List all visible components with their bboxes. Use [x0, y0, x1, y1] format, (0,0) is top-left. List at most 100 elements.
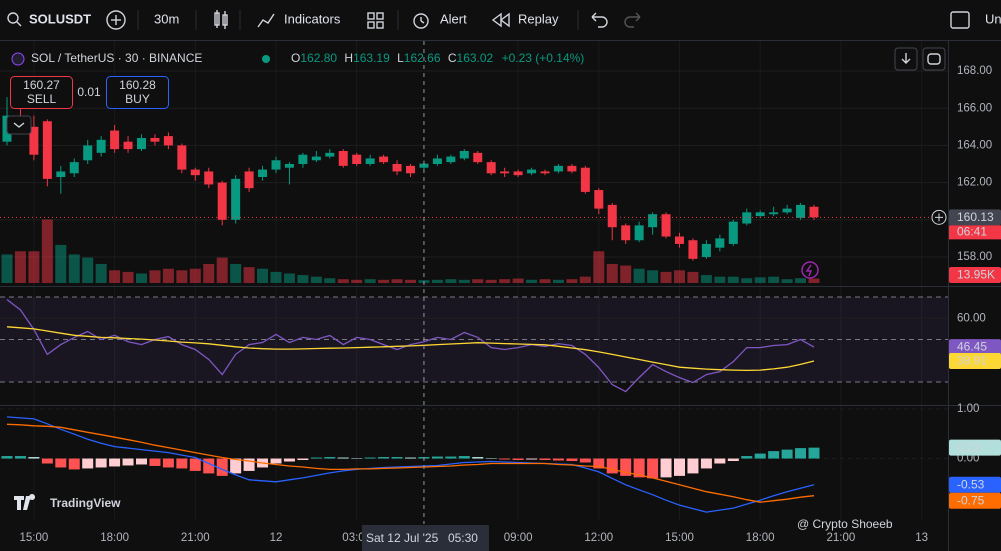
sell-button[interactable]: 160.27 SELL [10, 76, 73, 109]
histogram-bar [149, 458, 161, 466]
histogram-bar [700, 458, 712, 469]
symbol-search[interactable]: SOLUSDT [7, 11, 91, 27]
indicators-button[interactable]: Indicators [257, 11, 341, 28]
histogram-bar [270, 458, 282, 464]
candle-body [325, 152, 335, 157]
histogram-bar [445, 456, 457, 459]
volume-bar [526, 279, 538, 283]
histogram-bar [741, 456, 753, 459]
y-tick-label: 1.00 [957, 403, 979, 415]
volume-bar [431, 279, 443, 283]
histogram-bar [324, 457, 336, 459]
toolbar-cut-label[interactable]: Un [985, 11, 1001, 26]
volume-bar [216, 257, 228, 283]
histogram-bar [1, 456, 13, 459]
volume-bar [391, 279, 403, 283]
collapse-button[interactable] [6, 115, 32, 135]
volume-bar [405, 279, 416, 283]
volume-bar [283, 273, 295, 283]
candle-body [123, 141, 133, 150]
legend-change: +0.23 (+0.14%) [502, 51, 585, 65]
layout-button[interactable] [950, 11, 970, 29]
candle-body [56, 171, 66, 178]
histogram-bar [512, 458, 524, 461]
volume-bar [310, 276, 322, 283]
replay-button[interactable]: Replay [491, 11, 559, 28]
legend-h-value: 163.19 [353, 51, 390, 65]
legend-title: SOL / TetherUS · 30 · BINANCE [31, 51, 202, 65]
alert-label[interactable]: Alert [440, 11, 467, 26]
volume-bar [189, 268, 201, 283]
symbol[interactable]: SOLUSDT [29, 11, 91, 26]
histogram-bar [781, 449, 793, 459]
indicator-value-label-box [949, 352, 1001, 369]
legend-l: L [397, 51, 404, 65]
candle-body [69, 162, 79, 174]
candle-body [163, 136, 173, 146]
candle-body [540, 171, 550, 174]
buy-price[interactable]: 160.28 [119, 78, 156, 92]
chart-type-button[interactable] [214, 10, 228, 29]
y-tick-label: 164.00 [957, 139, 992, 151]
histogram-bar [808, 447, 820, 459]
volume-bar [378, 279, 390, 283]
sell-label[interactable]: SELL [27, 92, 57, 106]
candle-body [500, 171, 510, 174]
legend-o-value: 162.80 [300, 51, 337, 65]
watermark-text: TradingView [50, 496, 121, 510]
histogram-bar [162, 458, 174, 468]
histogram-bar [14, 456, 26, 459]
volume-bar [700, 275, 712, 283]
undo-button[interactable] [591, 12, 608, 28]
candle-body [513, 171, 523, 176]
volume-bar [633, 268, 645, 283]
compare-button[interactable] [106, 10, 126, 30]
x-tick-label: 15:00 [20, 532, 49, 544]
volume-bar [324, 278, 336, 283]
volume-bar [768, 276, 780, 283]
histogram-bar [55, 458, 67, 468]
x-tick-label: 09:00 [504, 532, 533, 544]
plot-area: 15:00 18:00 21:00 12 03:00 09:00 12:00 15:00 18:… [0, 41, 1001, 544]
histogram-bar [526, 458, 538, 460]
legend-ohlc: O162.80 H163.19 L162.66 C163.02 +0.23 (+… [291, 51, 584, 65]
volume-bar [795, 278, 807, 283]
histogram-bar [216, 458, 228, 476]
credit: @ Crypto Shoeeb [797, 517, 893, 531]
histogram-bar [176, 458, 188, 469]
candle-body [755, 212, 765, 217]
legend-c-value: 163.02 [457, 51, 494, 65]
macd-value-label-box [949, 439, 1001, 456]
interval[interactable]: 30m [154, 11, 179, 26]
histogram-bar [283, 458, 295, 462]
volume-bar [243, 267, 255, 283]
scroll-button[interactable] [894, 47, 918, 71]
alert-button[interactable]: Alert [413, 11, 467, 29]
replay-label[interactable]: Replay [518, 11, 559, 26]
indicator-value-label-box [949, 339, 1001, 356]
sell-price[interactable]: 160.27 [23, 78, 60, 92]
histogram-bar [593, 458, 605, 469]
candle-body [432, 158, 442, 164]
histogram-bar [539, 458, 551, 461]
candle-body [365, 158, 375, 164]
histogram-bar [405, 457, 416, 459]
volume-bar [539, 279, 551, 283]
volume-bar [754, 277, 766, 283]
candle-body [83, 145, 93, 161]
indicators-label[interactable]: Indicators [284, 11, 341, 26]
layouts-button[interactable] [367, 12, 384, 29]
x-tick-label: 12 [270, 532, 283, 544]
volume-bar [162, 268, 174, 283]
volume-bar [512, 278, 524, 283]
candle-body [231, 178, 241, 220]
buy-label[interactable]: BUY [125, 92, 150, 106]
buy-button[interactable]: 160.28 BUY [106, 76, 169, 109]
candle-body [338, 150, 348, 166]
macd-value-label: 0.22 [957, 440, 981, 454]
volume-bar [687, 271, 699, 283]
histogram-bar [754, 453, 766, 459]
candle-body [459, 150, 469, 159]
fullscreen-button[interactable] [922, 47, 946, 71]
histogram-bar [378, 457, 390, 459]
